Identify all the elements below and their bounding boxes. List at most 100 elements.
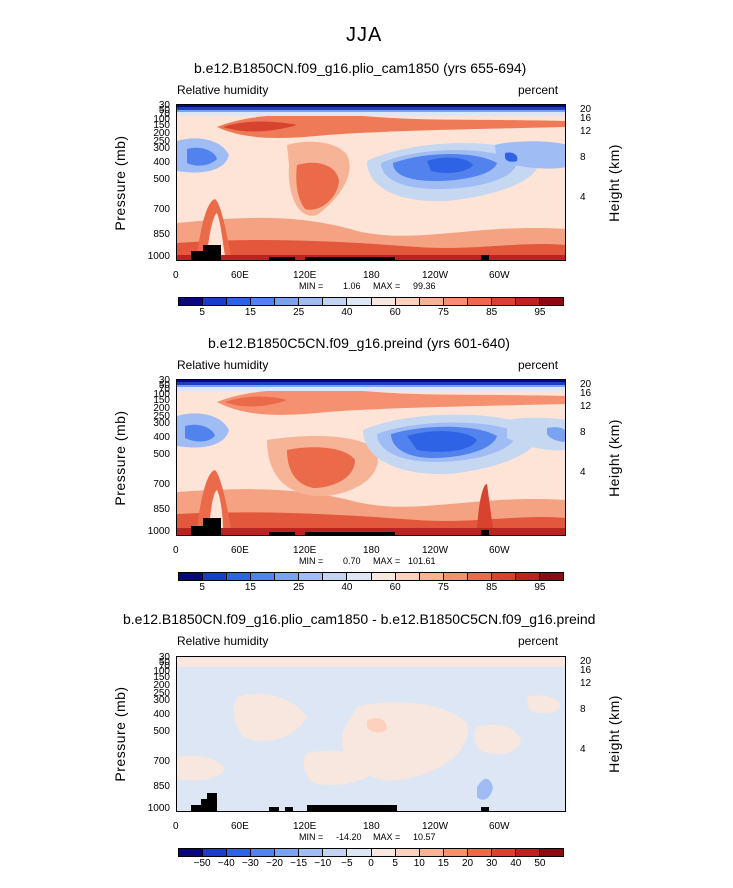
panel3-htick-12: 12 <box>580 678 592 689</box>
colorbar-swatch <box>371 298 396 305</box>
panel2-cb-label: 95 <box>534 582 546 593</box>
panel3-ytick-30: 30 <box>158 652 170 663</box>
colorbar-swatch <box>299 573 324 580</box>
panel3-cb-label: 20 <box>461 858 474 869</box>
colorbar-swatch <box>275 298 300 305</box>
panel1-htick-20: 20 <box>580 104 592 115</box>
colorbar-swatch <box>491 573 516 580</box>
panel2-ylabel: Pressure (mb) <box>112 410 128 506</box>
panel1-xtick-60e: 60E <box>231 270 249 281</box>
panel3-ytick-850: 850 <box>153 781 170 792</box>
colorbar-swatch <box>515 849 540 856</box>
panel1-cb-label: 75 <box>437 307 449 318</box>
panel3-ytick-50: 50 <box>158 657 170 668</box>
panel1-ylabel: Pressure (mb) <box>112 135 128 231</box>
panel1-cb-label: 40 <box>341 307 353 318</box>
colorbar-swatch <box>227 849 252 856</box>
panel1-ytick-300: 300 <box>153 143 170 154</box>
panel3-xtick-0: 0 <box>173 821 179 832</box>
panel1-cb-label: 85 <box>486 307 498 318</box>
panel2-cb-label: 75 <box>437 582 449 593</box>
colorbar-swatch <box>275 849 300 856</box>
panel1-ytick-400: 400 <box>153 157 170 168</box>
panel2-units-label: percent <box>518 358 559 372</box>
panel1-colorbar-labels: 5 15 25 40 60 75 85 95 <box>178 307 564 319</box>
panel2-ytick-300: 300 <box>153 418 170 429</box>
panel3-cb-label: 0 <box>368 858 374 869</box>
panel3-ytick-700: 700 <box>153 756 170 767</box>
colorbar-swatch <box>467 849 492 856</box>
panel2-ytick-700: 700 <box>153 479 170 490</box>
panel2-htick-4: 4 <box>580 467 586 478</box>
panel2-cb-label: 25 <box>293 582 305 593</box>
panel2-ytick-50: 50 <box>158 380 170 391</box>
panel2-cb-label: 5 <box>199 582 205 593</box>
panel3-ytick-1000: 1000 <box>147 803 170 814</box>
panel1-xtick-60w: 60W <box>489 270 510 281</box>
colorbar-swatch <box>395 849 420 856</box>
colorbar-swatch <box>203 849 228 856</box>
panel1-xtick-120e: 120E <box>293 270 317 281</box>
panel2-htick-12: 12 <box>580 401 592 412</box>
panel3-plot-area <box>176 656 566 812</box>
panel2-ylabel-right: Height (km) <box>606 419 622 497</box>
panel3-ytick-200: 200 <box>153 680 170 691</box>
panel2-ytick-150: 150 <box>153 395 170 406</box>
panel2-max-label: MAX = <box>373 556 401 566</box>
colorbar-swatch <box>179 298 204 305</box>
panel2-ytick-30: 30 <box>158 375 170 386</box>
colorbar-swatch <box>227 573 252 580</box>
panel2-htick-8: 8 <box>580 427 586 438</box>
panel1-xtick-180: 180 <box>363 270 380 281</box>
panel2-min-value: 0.70 <box>343 556 361 566</box>
colorbar-swatch <box>419 298 444 305</box>
panel1-ytick-250: 250 <box>153 136 170 147</box>
panel2-max-value: 101.61 <box>408 556 436 566</box>
panel3-cb-label: −10 <box>314 858 332 869</box>
colorbar-swatch <box>251 298 276 305</box>
panel2-min-label: MIN = <box>299 556 324 566</box>
colorbar-swatch <box>467 573 492 580</box>
panel3-max-value: 10.57 <box>413 832 436 842</box>
colorbar-swatch <box>371 849 396 856</box>
panel2-xtick-60w: 60W <box>489 545 510 556</box>
colorbar-swatch <box>323 849 348 856</box>
colorbar-swatch <box>203 573 228 580</box>
panel3-title: b.e12.B1850CN.f09_g16.plio_cam1850 - b.e… <box>123 611 596 627</box>
panel3-ylabel-right: Height (km) <box>606 695 622 773</box>
panel1-ylabel-right: Height (km) <box>606 144 622 222</box>
colorbar-swatch <box>323 298 348 305</box>
colorbar-swatch <box>443 298 468 305</box>
panel3-min-value: -14.20 <box>336 832 362 842</box>
panel2-ytick-1000: 1000 <box>147 526 170 537</box>
figure-title: JJA <box>346 24 383 46</box>
panel2-ytick-250: 250 <box>153 411 170 422</box>
colorbar-swatch <box>539 298 563 305</box>
colorbar-swatch <box>443 573 468 580</box>
panel3-htick-4: 4 <box>580 744 586 755</box>
panel1-min-label: MIN = <box>299 281 324 291</box>
panel1-htick-8: 8 <box>580 152 586 163</box>
panel2-htick-16: 16 <box>580 388 592 399</box>
colorbar-swatch <box>179 849 204 856</box>
panel3-ytick-100: 100 <box>153 666 170 677</box>
panel3-cb-label: −50 <box>193 858 211 869</box>
panel2-cb-label: 40 <box>341 582 353 593</box>
panel1-ytick-1000: 1000 <box>147 251 170 262</box>
panel1-ytick-850: 850 <box>153 229 170 240</box>
panel3-cb-label: −20 <box>266 858 283 869</box>
panel1-units-label: percent <box>518 83 559 97</box>
panel3-xtick-60e: 60E <box>231 821 249 832</box>
panel3-cb-label: 5 <box>392 858 398 869</box>
panel3-cb-label: 10 <box>413 858 425 869</box>
panel1-xtick-120w: 120W <box>422 270 449 281</box>
colorbar-swatch <box>395 573 420 580</box>
colorbar-swatch <box>443 849 468 856</box>
panel3-cb-label: 15 <box>437 858 449 869</box>
panel2-ytick-850: 850 <box>153 504 170 515</box>
panel3-cb-label: 40 <box>510 858 522 869</box>
colorbar-swatch <box>347 298 372 305</box>
colorbar-swatch <box>251 573 276 580</box>
panel2-colorbar <box>178 572 564 581</box>
panel2-xtick-180: 180 <box>363 545 380 556</box>
